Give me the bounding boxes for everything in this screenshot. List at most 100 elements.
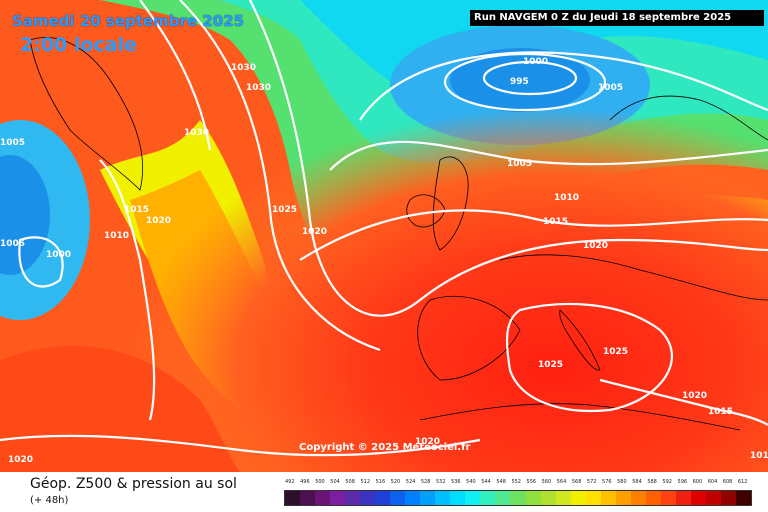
pressure-label: 1000 — [46, 250, 71, 260]
pressure-label: 1015 — [708, 407, 733, 417]
isobar-1030 — [139, 0, 212, 151]
scale-value: 492 — [285, 479, 295, 485]
scale-value: 560 — [541, 479, 552, 485]
scale-swatch — [660, 491, 676, 505]
scale-value: 568 — [571, 479, 582, 485]
coast-italy — [559, 309, 601, 371]
map-canvas: 1030 1030 1030 1005 1015 1020 1010 1005 … — [0, 0, 768, 472]
scale-swatch — [480, 491, 496, 505]
pressure-label: 1020 — [415, 437, 440, 447]
isobar-1020 — [249, 0, 768, 317]
pressure-label: 1005 — [598, 83, 623, 93]
pressure-label: 1005 — [0, 239, 25, 249]
weather-map: 1030 1030 1030 1005 1015 1020 1010 1005 … — [0, 0, 768, 472]
copyright-text: Copyright © 2025 Meteociel.fr — [299, 442, 471, 453]
scale-swatch — [645, 491, 661, 505]
scale-swatch — [600, 491, 616, 505]
scale-value: 576 — [602, 479, 612, 485]
pressure-label: 1015 — [124, 205, 149, 215]
scale-value: 516 — [375, 479, 386, 485]
scale-swatch — [375, 491, 391, 505]
isobar-1025-med — [505, 302, 673, 412]
scale-value: 556 — [526, 479, 537, 485]
scale-swatch — [450, 491, 466, 505]
scale-swatch — [285, 491, 301, 505]
isobar-1000-west — [18, 236, 64, 288]
scale-swatch — [405, 491, 421, 505]
scale-value: 544 — [481, 479, 491, 485]
scale-swatch — [465, 491, 481, 505]
scale-swatch — [630, 491, 646, 505]
scale-value: 496 — [300, 479, 310, 485]
scale-swatch — [495, 491, 511, 505]
pressure-label: 1020 — [682, 391, 707, 401]
pressure-label: 1010 — [750, 451, 768, 461]
scale-swatch — [615, 491, 631, 505]
forecast-time: 2:00 locale — [20, 34, 137, 56]
scale-value: 588 — [647, 479, 657, 485]
scale-swatch — [510, 491, 526, 505]
scale-value: 572 — [586, 479, 597, 485]
pressure-label: 1015 — [543, 217, 568, 227]
scale-value: 524 — [405, 479, 416, 485]
scale-value: 520 — [390, 479, 401, 485]
map-title: Géop. Z500 & pression au sol — [30, 476, 237, 492]
isobar-1020-west — [99, 159, 156, 421]
isobar-1015-east — [599, 378, 768, 426]
scale-value: 580 — [617, 479, 627, 485]
scale-value: 512 — [360, 479, 371, 485]
scale-swatch — [675, 491, 691, 505]
scale-value: 596 — [677, 479, 688, 485]
zone-sw-red — [0, 345, 240, 472]
scale-value: 504 — [330, 479, 340, 485]
scale-value: 592 — [662, 479, 672, 485]
pressure-label: 995 — [510, 77, 529, 87]
scale-swatch — [390, 491, 406, 505]
isobar-1010 — [329, 140, 768, 171]
scale-value: 532 — [435, 479, 446, 485]
pressure-labels: 1030 1030 1030 1005 1015 1020 1010 1005 … — [0, 57, 768, 465]
scale-swatch — [345, 491, 361, 505]
scale-swatch — [555, 491, 571, 505]
isobar-1005 — [359, 51, 768, 121]
pressure-label: 1030 — [231, 63, 256, 73]
scale-swatch — [720, 491, 736, 505]
isobar-1015 — [299, 209, 768, 261]
forecast-date: Samedi 20 septembre 2025 — [12, 12, 245, 30]
scale-swatch — [360, 491, 376, 505]
scale-swatch — [315, 491, 331, 505]
pressure-label: 1020 — [583, 241, 608, 251]
scale-swatch — [420, 491, 436, 505]
pressure-label: 1030 — [246, 83, 271, 93]
isobars — [0, 0, 768, 457]
scale-swatch — [585, 491, 601, 505]
scale-swatch — [570, 491, 586, 505]
scale-value: 508 — [345, 479, 355, 485]
color-scale-bar — [284, 490, 752, 506]
scale-swatch — [540, 491, 556, 505]
scale-swatch — [435, 491, 451, 505]
forecast-offset: (+ 48h) — [30, 495, 69, 506]
pressure-label: 1025 — [538, 360, 563, 370]
scale-swatch — [525, 491, 541, 505]
coast-ireland — [406, 194, 446, 228]
color-scale-labels: 492 496 500 504 508 512 516 520 524 528 532 536 540 5… — [284, 479, 752, 487]
scale-value: 540 — [466, 479, 476, 485]
isobar-1020-south — [0, 434, 481, 457]
scale-value: 548 — [496, 479, 506, 485]
pressure-label: 1010 — [104, 231, 129, 241]
isobar-1000 — [443, 52, 607, 112]
pressure-label: 1030 — [184, 128, 209, 138]
scale-value: 584 — [632, 479, 642, 485]
pressure-label: 1025 — [603, 347, 628, 357]
scale-swatch — [690, 491, 706, 505]
pressure-label: 1005 — [507, 159, 532, 169]
scale-swatch — [330, 491, 346, 505]
pressure-label: 1020 — [8, 455, 33, 465]
scale-value: 612 — [737, 479, 748, 485]
scale-value: 564 — [556, 479, 567, 485]
scale-value: 536 — [451, 479, 461, 485]
isobar-1025 — [179, 0, 381, 352]
scale-value: 552 — [511, 479, 521, 485]
isobar-995 — [482, 60, 578, 96]
